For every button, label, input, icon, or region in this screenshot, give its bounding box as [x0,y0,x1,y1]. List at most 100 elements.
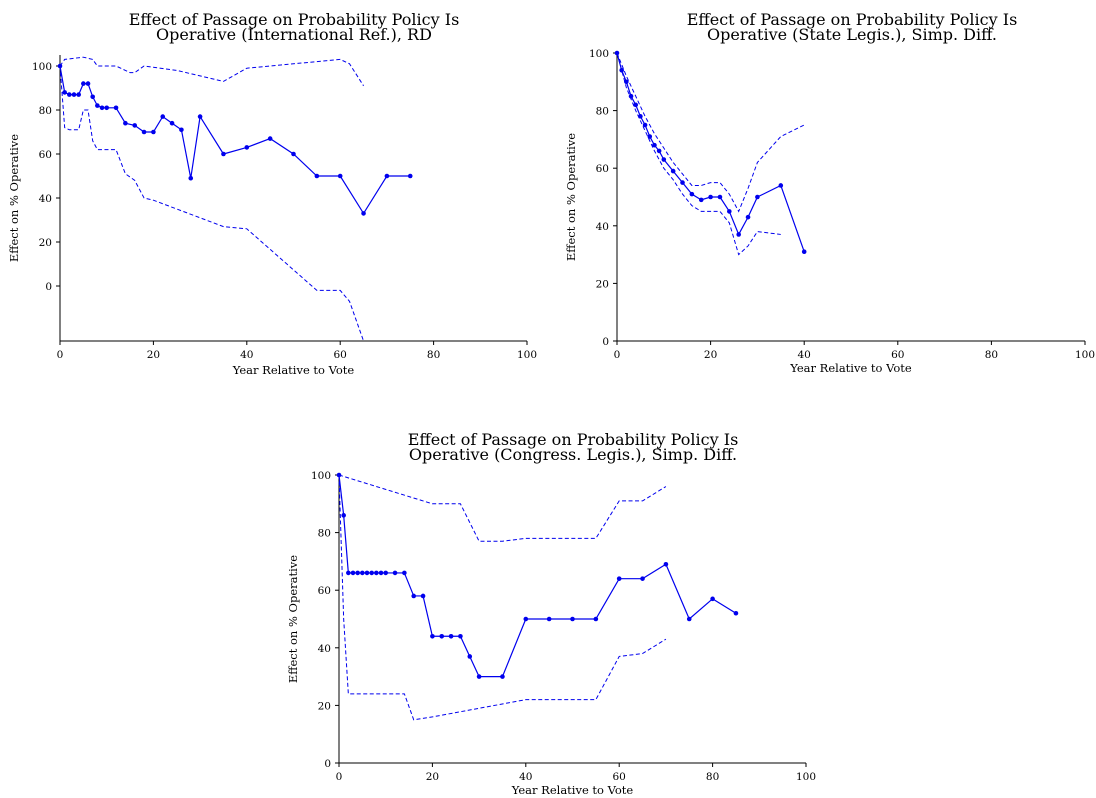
estimate-point [369,570,374,576]
estimate-point [745,214,751,220]
estimate-point [360,570,365,576]
y-tick-label: 80 [39,105,52,117]
x-tick-label: 40 [519,771,532,783]
x-tick-label: 60 [334,349,347,361]
estimate-point [197,114,203,119]
estimate-point [179,127,184,133]
estimate-point [661,157,667,162]
x-tick-label: 0 [336,771,343,783]
estimate-point [708,194,713,200]
x-tick-label: 100 [796,771,816,783]
estimate-point [467,654,473,659]
x-tick-label: 60 [613,771,626,783]
estimate-point [90,94,95,100]
estimate-point [801,249,807,255]
estimate-point [476,674,482,679]
x-tick-label: 0 [614,349,621,361]
y-tick-label: 60 [596,163,609,175]
x-tick-label: 80 [706,771,719,783]
estimate-point [717,194,723,200]
estimate-point [624,79,629,85]
estimate-point [642,122,648,128]
estimate-point [95,103,100,108]
estimate-point [670,168,676,174]
estimate-point [378,570,384,576]
estimate-point [727,209,732,214]
estimate-point [439,633,445,639]
x-tick-label: 20 [704,349,717,361]
y-axis-label: Effect on % Operative [564,133,578,261]
estimate-point [99,105,105,111]
estimate-point [663,561,669,567]
estimate-point [244,145,250,150]
y-tick-label: 60 [39,149,52,161]
estimate-point [113,105,119,111]
estimate-point [104,105,109,111]
x-tick-label: 20 [147,349,160,361]
plot-area [57,56,413,341]
y-tick-label: 80 [318,528,331,540]
x-axis-label: Year Relative to Vote [789,361,912,375]
y-tick-label: 20 [318,700,331,712]
estimate-point [291,151,296,157]
y-tick-label: 100 [589,48,609,60]
estimate-line [616,52,805,252]
estimate-point [640,576,645,581]
chart-title-line: Operative (International Ref.), RD [156,25,432,44]
estimate-point [736,232,741,237]
y-tick-label: 40 [596,221,609,233]
estimate-point [633,102,639,108]
y-tick-label: 0 [602,336,609,348]
estimate-point [523,616,529,622]
estimate-point [652,142,657,148]
estimate-point [778,183,784,188]
chart-panel-3: Effect of Passage on Probability Policy … [286,430,816,797]
chart-title-line: Effect of Passage on Probability Policy … [408,430,739,449]
lower-ci-line [59,65,365,341]
x-tick-label: 0 [57,349,64,361]
y-tick-label: 0 [45,281,52,293]
estimate-point [188,175,194,181]
y-tick-label: 20 [39,237,52,249]
lower-ci-line [338,474,667,721]
x-axis-label: Year Relative to Vote [232,363,355,377]
estimate-point [85,81,91,86]
estimate-point [500,674,505,679]
y-tick-label: 60 [318,585,331,597]
estimate-point [710,596,715,602]
y-tick-label: 100 [32,61,52,73]
plot-area [336,472,739,721]
estimate-point [698,197,704,203]
estimate-line [338,474,737,678]
estimate-point [123,120,128,126]
lower-ci-line [616,52,781,256]
x-tick-label: 60 [891,349,904,361]
estimate-point [67,92,72,97]
estimate-point [337,173,343,179]
estimate-point [392,570,398,576]
estimate-point [267,136,273,141]
estimate-point [616,576,622,581]
x-tick-label: 80 [985,349,998,361]
estimate-point [151,129,156,135]
estimate-point [689,191,695,197]
estimate-point [656,148,662,154]
estimate-point [346,570,351,576]
upper-ci-line [616,52,805,213]
y-tick-label: 80 [596,106,609,118]
estimate-point [384,173,390,179]
estimate-point [341,513,346,518]
upper-ci-line [338,474,667,542]
y-tick-label: 20 [596,278,609,290]
estimate-point [407,173,413,179]
estimate-point [402,570,407,576]
estimate-point [458,633,463,639]
estimate-point [71,92,77,97]
chart-title-line: Effect of Passage on Probability Policy … [129,10,460,29]
chart-panel-2: Effect of Passage on Probability Policy … [564,10,1095,375]
x-tick-label: 40 [240,349,253,361]
estimate-point [76,92,81,97]
x-tick-label: 100 [1075,349,1095,361]
estimate-point [448,633,454,639]
